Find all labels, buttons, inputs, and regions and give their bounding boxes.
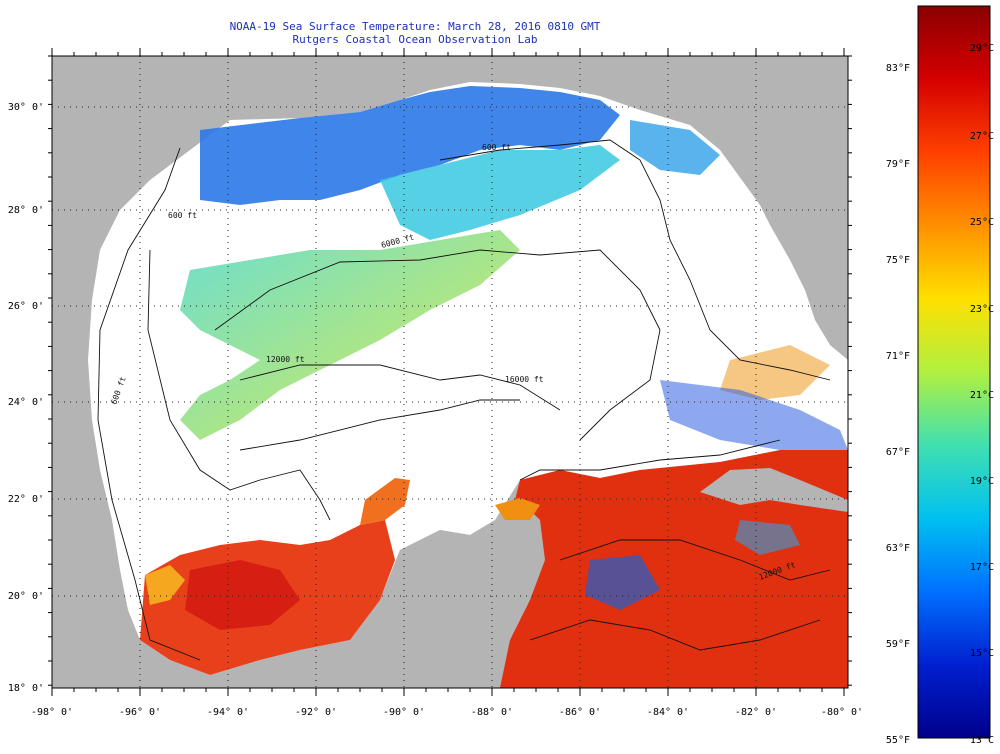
colorbar-c-label: 23°C	[970, 304, 994, 315]
lat-label: 20° 0'	[8, 591, 44, 602]
plot-frame	[51, 55, 849, 689]
axis-ticks	[48, 48, 852, 696]
graticule	[52, 56, 848, 688]
lat-label: 30° 0'	[8, 102, 44, 113]
contour-label: 12000 ft	[266, 355, 305, 364]
colorbar-c-label: 29°C	[970, 43, 994, 54]
map-title: NOAA-19 Sea Surface Temperature: March 2…	[229, 20, 601, 33]
yucatan-shelf-orange	[495, 498, 540, 520]
caribbean-cool-eddies-2	[735, 520, 800, 555]
colorbar-f-label: 83°F	[886, 63, 910, 74]
yucatan-land	[350, 500, 545, 688]
colorbar-c-label: 21°C	[970, 390, 994, 401]
latitude-labels: 30° 0' 28° 0' 26° 0' 24° 0' 22° 0' 20° 0…	[8, 102, 44, 694]
colorbar-f-label: 71°F	[886, 351, 910, 362]
lat-label: 18° 0'	[8, 683, 44, 694]
colorbar-f-label: 79°F	[886, 159, 910, 170]
colorbar-f-label: 67°F	[886, 447, 910, 458]
cuba-land	[700, 468, 848, 512]
lon-label: -98° 0'	[31, 707, 73, 718]
central-filament-band	[180, 230, 520, 440]
lon-label: -84° 0'	[647, 707, 689, 718]
lat-label: 24° 0'	[8, 397, 44, 408]
lon-label: -96° 0'	[119, 707, 161, 718]
colorbar-c-label: 13°C	[970, 735, 994, 746]
longitude-labels: -98° 0' -96° 0' -94° 0' -92° 0' -90° 0' …	[31, 707, 863, 718]
colorbar-c-label: 15°C	[970, 648, 994, 659]
lon-label: -92° 0'	[295, 707, 337, 718]
gulf-water	[88, 82, 848, 675]
contour-label: 600 ft	[482, 143, 511, 152]
bathymetry-contours	[97, 139, 831, 661]
colorbar-f-label: 63°F	[886, 543, 910, 554]
map-subtitle: Rutgers Coastal Ocean Observation Lab	[292, 33, 538, 46]
west-florida-mix	[720, 345, 830, 400]
campeche-hot-core	[185, 560, 300, 630]
florida-straits-mix	[660, 380, 848, 450]
lon-label: -88° 0'	[471, 707, 513, 718]
colorbar	[917, 5, 991, 739]
florida-shelf-cool	[630, 120, 720, 175]
campeche-yellow-edge	[145, 565, 185, 605]
lat-label: 26° 0'	[8, 301, 44, 312]
colorbar-celsius-labels: 29°C 27°C 25°C 23°C 21°C 19°C 17°C 15°C …	[970, 43, 994, 746]
lon-label: -94° 0'	[207, 707, 249, 718]
lon-label: -86° 0'	[559, 707, 601, 718]
caribbean-cool-eddies	[585, 555, 660, 610]
colorbar-c-label: 17°C	[970, 562, 994, 573]
colorbar-f-label: 75°F	[886, 255, 910, 266]
contour-label: 16000 ft	[505, 375, 544, 384]
florida-land	[720, 56, 848, 360]
colorbar-c-label: 19°C	[970, 476, 994, 487]
lon-label: -82° 0'	[735, 707, 777, 718]
caribbean-water	[490, 450, 848, 688]
lat-label: 28° 0'	[8, 205, 44, 216]
colorbar-fahrenheit-labels: 83°F 79°F 75°F 71°F 67°F 63°F 59°F 55°F	[886, 63, 910, 746]
colorbar-c-label: 27°C	[970, 131, 994, 142]
lon-label: -90° 0'	[383, 707, 425, 718]
northern-cool-sst	[200, 86, 620, 205]
colorbar-c-label: 25°C	[970, 217, 994, 228]
colorbar-f-label: 59°F	[886, 639, 910, 650]
contour-label: 600 ft	[168, 211, 197, 220]
northern-cyan-band	[380, 145, 620, 240]
tongue-orange	[360, 478, 410, 525]
colorbar-f-label: 55°F	[886, 735, 910, 746]
lat-label: 22° 0'	[8, 494, 44, 505]
lon-label: -80° 0'	[821, 707, 863, 718]
